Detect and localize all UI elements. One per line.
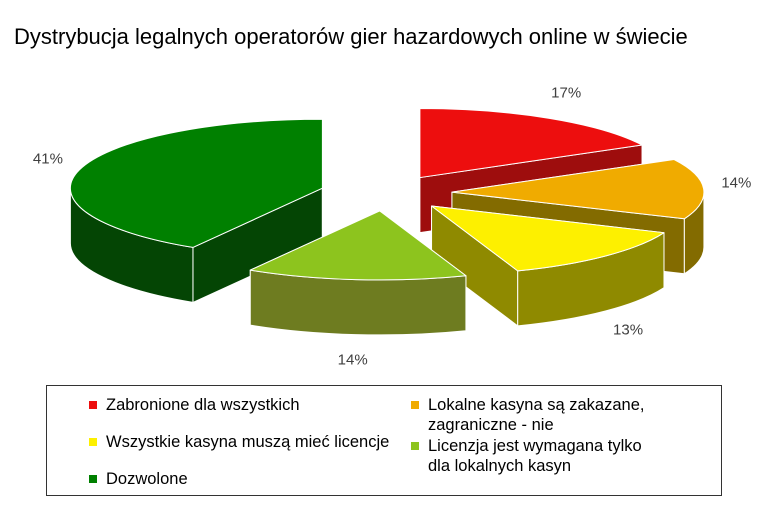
legend-swatch [89,401,97,409]
pie-slice-wszystkie-kasyna-licencje-top [431,205,665,272]
legend-label: Lokalne kasyna są zakazane, zagraniczne … [428,396,645,434]
chart-title: Dystrybucja legalnych operatorów gier ha… [14,24,688,49]
legend-swatch [89,475,97,483]
legend-item: Lokalne kasyna są zakazane, zagraniczne … [411,395,644,435]
legend-label: Wszystkie kasyna muszą mieć licencje [106,433,390,451]
pie-label-zabronione-dla-wszystkich: 17% [551,85,581,102]
legend-item: Dozwolone [89,469,389,489]
pie-slice-zabronione-dla-wszystkich-top [419,108,643,179]
pie-label-lokalne-kasyna-zakazane: 14% [721,175,751,192]
legend-item: Wszystkie kasyna muszą mieć licencje [89,432,389,452]
pie-label-licenzja-tylko-lokalne: 14% [338,352,368,369]
legend-item: Zabronione dla wszystkich [89,395,389,415]
pie-slice-licenzja-tylko-lokalne-top [249,210,467,281]
pie-slice-dozwolone-top [69,118,323,248]
pie-slice-lokalne-kasyna-zakazane-top [451,159,705,220]
legend-item: Licenzja jest wymagana tylko dla lokalny… [411,436,644,476]
legend-column-left: Zabronione dla wszystkich Wszystkie kasyn… [89,395,389,506]
legend-label: Dozwolone [106,470,188,488]
legend-swatch [89,438,97,446]
legend-swatch [411,401,419,409]
legend-column-right: Lokalne kasyna są zakazane, zagraniczne … [411,395,644,477]
legend-swatch [411,442,419,450]
pie-label-dozwolone: 41% [33,150,63,167]
legend-label: Zabronione dla wszystkich [106,396,300,414]
legend-label: Licenzja jest wymagana tylko dla lokalny… [428,437,642,475]
legend-box: Zabronione dla wszystkich Wszystkie kasyn… [46,385,722,496]
pie-label-wszystkie-kasyna-licencje: 13% [613,321,643,338]
